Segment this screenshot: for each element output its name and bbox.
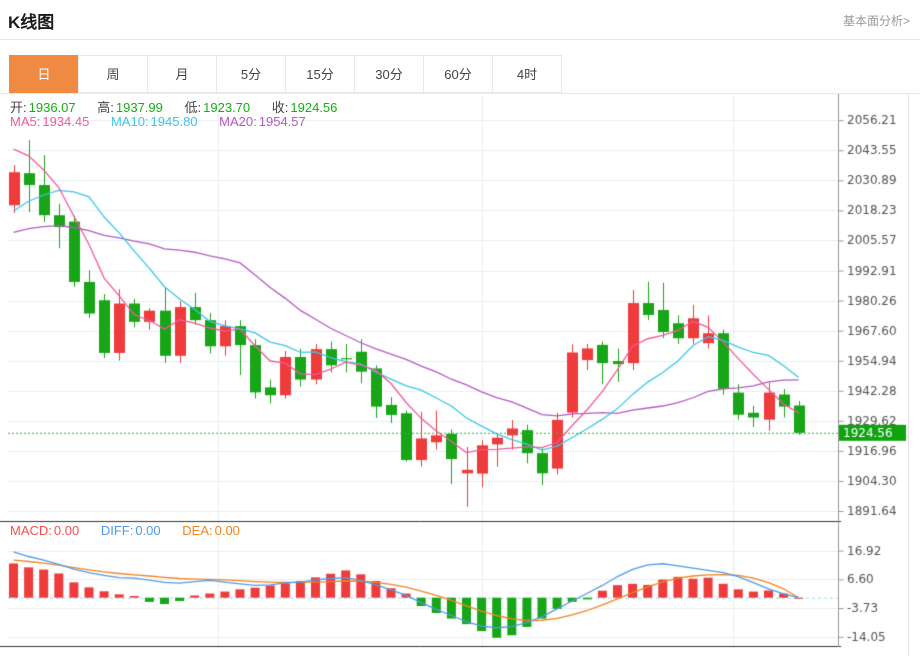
tab-day[interactable]: 日 bbox=[9, 55, 79, 93]
tab-month[interactable]: 月 bbox=[147, 55, 217, 93]
tab-15min[interactable]: 15分 bbox=[285, 55, 355, 93]
tab-4hour[interactable]: 4时 bbox=[492, 55, 562, 93]
page-title: K线图 bbox=[8, 13, 55, 32]
tab-30min[interactable]: 30分 bbox=[354, 55, 424, 93]
tab-bar: 日周月 5分 15分 30分 60分 4时 bbox=[0, 55, 920, 94]
kline-chart-canvas[interactable] bbox=[0, 94, 920, 656]
tab-5min[interactable]: 5分 bbox=[216, 55, 286, 93]
tab-60min[interactable]: 60分 bbox=[423, 55, 493, 93]
fundamental-analysis-link[interactable]: 基本面分析> bbox=[842, 14, 910, 28]
tab-week[interactable]: 周 bbox=[78, 55, 148, 93]
panel-right-border bbox=[908, 94, 909, 656]
kline-chart-area: 开: 1936.07 高: 1937.99 低: 1923.70 收: 1924.56 … bbox=[0, 94, 920, 656]
topbar: K线图 基本面分析> bbox=[0, 0, 920, 40]
